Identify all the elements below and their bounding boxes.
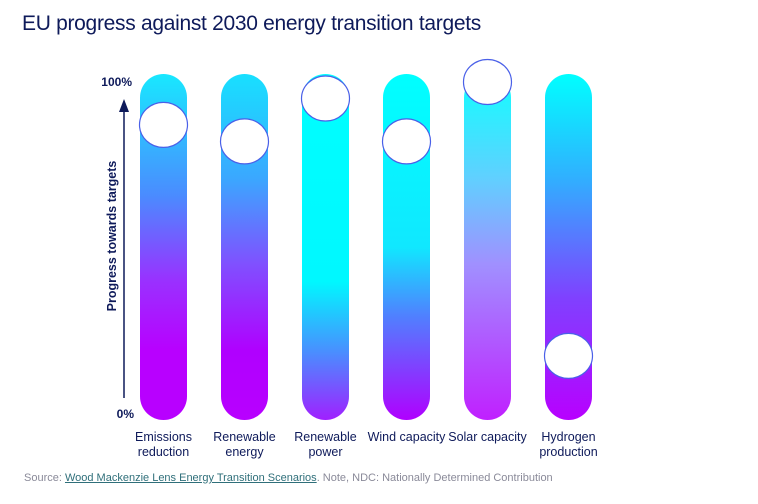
progress-marker [462, 58, 513, 106]
category-label: Wind capacity [368, 430, 447, 444]
source-note: Source: Wood Mackenzie Lens Energy Trans… [24, 472, 553, 484]
y-axis-label: Progress towards targets [105, 161, 119, 312]
category-label: Renewable [213, 430, 276, 444]
category-label: Solar capacity [448, 430, 527, 444]
source-suffix: . Note, NDC: Nationally Determined Contr… [316, 472, 553, 484]
source-link[interactable]: Wood Mackenzie Lens Energy Transition Sc… [64, 472, 317, 484]
bar [464, 74, 511, 420]
progress-marker [138, 101, 189, 149]
category-label: power [308, 445, 342, 459]
bar [302, 74, 349, 420]
progress-marker [381, 118, 432, 165]
category-label: energy [225, 445, 264, 459]
category-label: Renewable [294, 430, 357, 444]
category-label: Hydrogen [541, 430, 595, 444]
category-label: Emissions [135, 430, 192, 444]
category-label: reduction [138, 445, 189, 459]
y-tick-0: 0% [117, 407, 135, 421]
y-axis-arrowhead [119, 99, 129, 112]
progress-marker [219, 118, 270, 165]
progress-marker [300, 75, 351, 122]
chart-title: EU progress against 2030 energy transiti… [22, 12, 481, 35]
category-label: production [539, 445, 597, 459]
progress-marker [543, 332, 594, 379]
bar [545, 74, 592, 420]
bar [140, 74, 187, 420]
y-axis: 100% 0% Progress towards targets [101, 75, 134, 421]
source-prefix: Source: [24, 472, 65, 484]
y-tick-100: 100% [101, 75, 132, 89]
